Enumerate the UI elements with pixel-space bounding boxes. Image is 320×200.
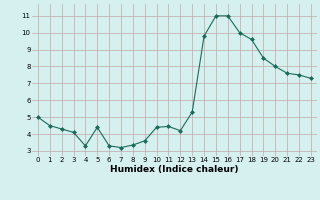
X-axis label: Humidex (Indice chaleur): Humidex (Indice chaleur) xyxy=(110,165,239,174)
